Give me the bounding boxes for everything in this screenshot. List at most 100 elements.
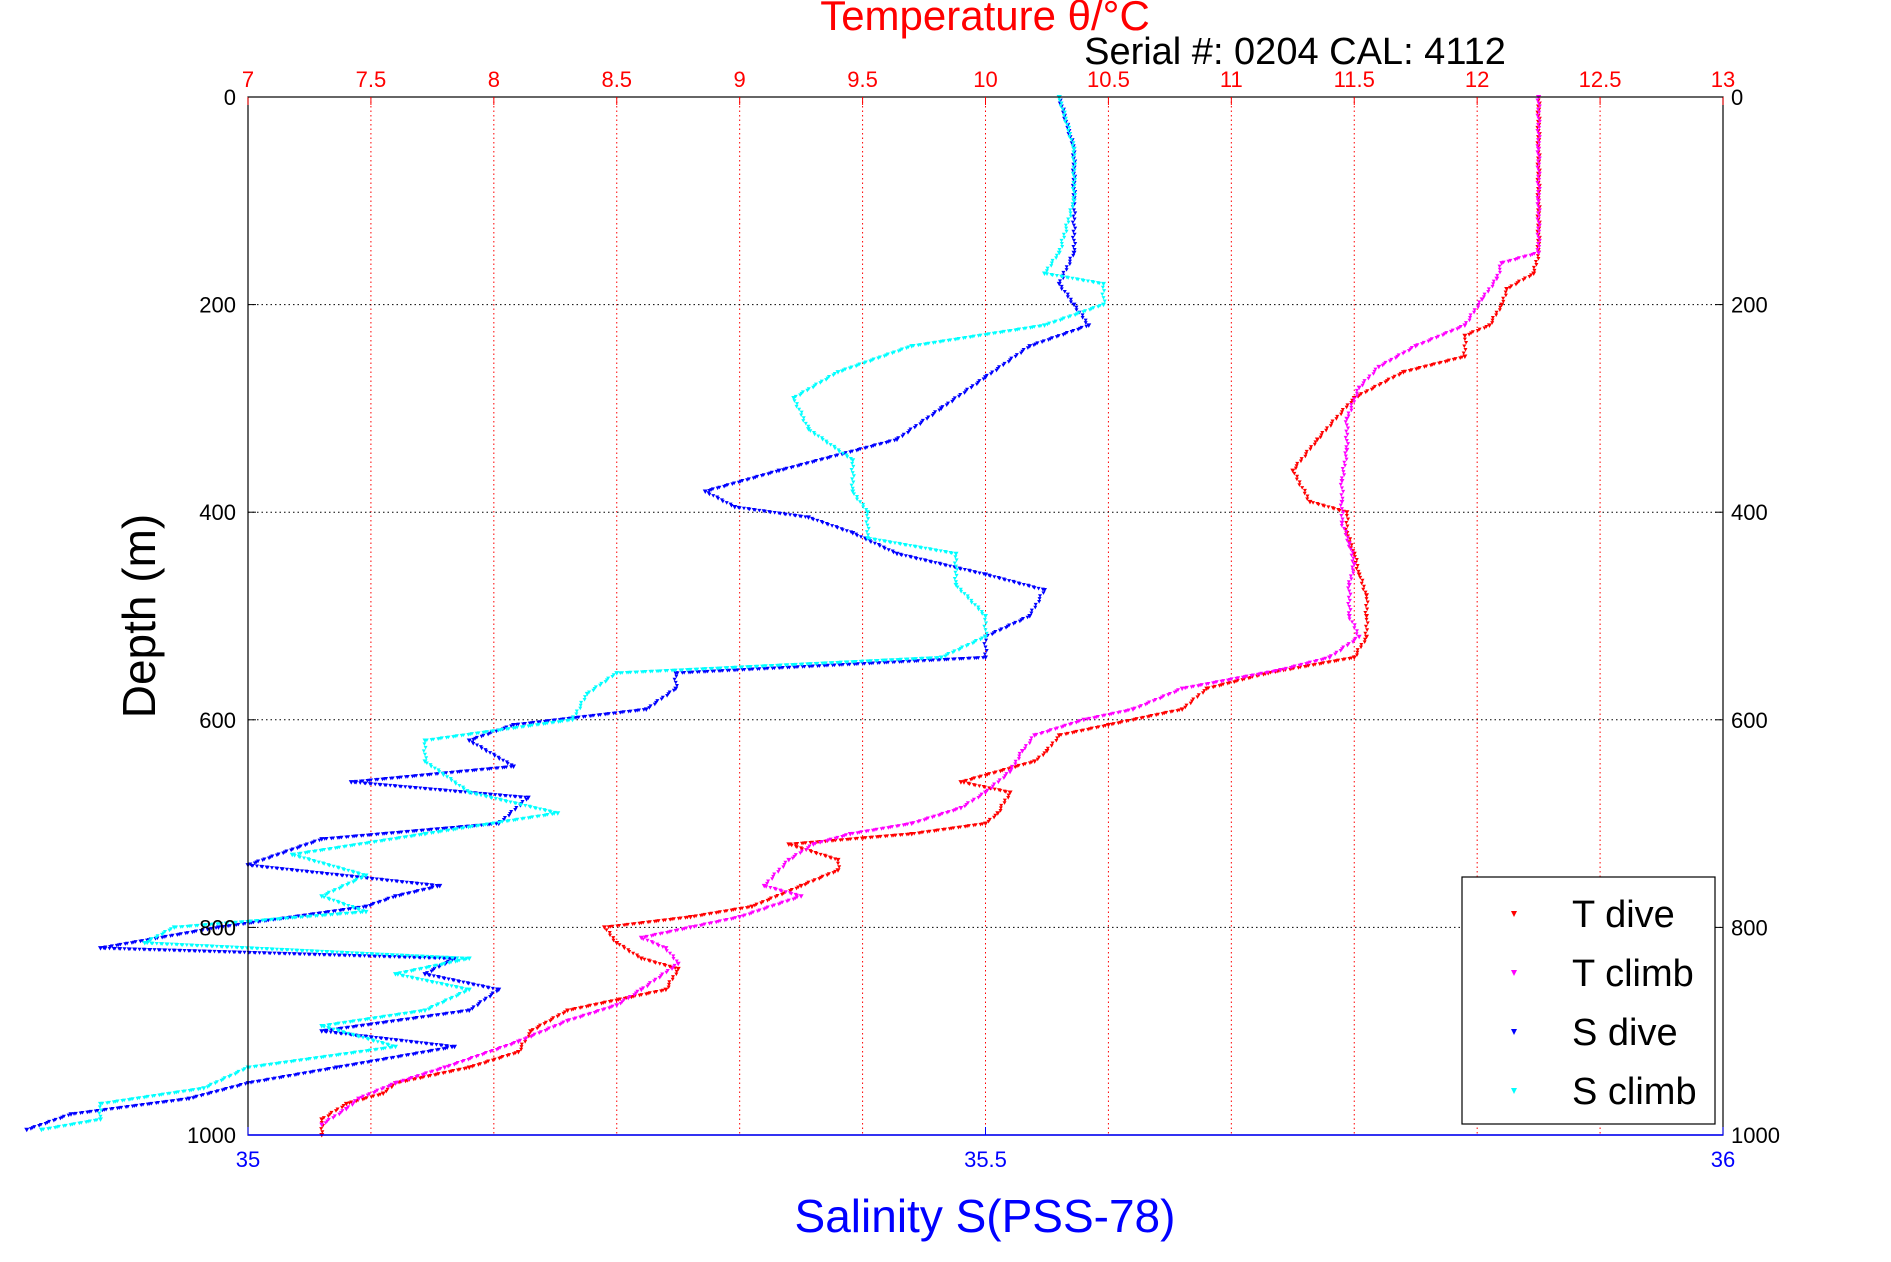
- data-sample: [373, 954, 378, 959]
- data-sample: [165, 942, 170, 947]
- data-sample: [1001, 776, 1006, 780]
- data-sample: [868, 835, 873, 840]
- data-sample: [323, 910, 328, 915]
- data-sample: [423, 745, 428, 750]
- data-sample: [574, 709, 579, 714]
- data-sample: [1139, 704, 1144, 708]
- data-sample: [1349, 543, 1354, 547]
- data-sample: [468, 1056, 473, 1061]
- data-sample: [912, 425, 917, 430]
- data-sample: [496, 821, 501, 825]
- data-point: [1536, 198, 1542, 204]
- data-sample: [742, 913, 747, 918]
- data-sample: [1477, 300, 1482, 305]
- data-sample: [310, 870, 315, 875]
- data-sample: [1371, 372, 1376, 376]
- data-sample: [481, 733, 486, 738]
- data-sample: [1484, 325, 1489, 329]
- data-sample: [1062, 290, 1067, 294]
- data-sample: [626, 709, 631, 714]
- data-point: [515, 1049, 521, 1055]
- data-sample: [875, 661, 880, 665]
- data-sample: [724, 501, 729, 505]
- data-sample: [588, 1011, 593, 1016]
- data-sample: [630, 922, 635, 927]
- data-sample: [241, 1068, 246, 1073]
- data-sample: [285, 948, 290, 952]
- data-sample: [205, 1092, 210, 1096]
- data-sample: [367, 954, 372, 959]
- data-sample: [692, 914, 697, 919]
- data-point: [1356, 385, 1362, 391]
- data-sample: [524, 798, 529, 802]
- data-sample: [408, 785, 413, 790]
- temperature-tick-label: 8.5: [601, 67, 632, 92]
- data-sample: [1338, 649, 1343, 653]
- data-sample: [561, 1020, 566, 1025]
- data-sample: [994, 368, 999, 373]
- data-sample: [1057, 279, 1062, 284]
- data-sample: [1002, 798, 1007, 803]
- data-sample: [1367, 374, 1372, 379]
- data-sample: [401, 1078, 406, 1083]
- data-sample: [1054, 274, 1059, 278]
- data-sample: [971, 823, 976, 828]
- data-sample: [903, 657, 908, 662]
- data-sample: [187, 949, 192, 953]
- data-sample: [818, 458, 823, 462]
- data-sample: [526, 724, 531, 729]
- data-sample: [843, 367, 848, 372]
- data-sample: [369, 782, 374, 786]
- data-sample: [1363, 390, 1368, 395]
- depth-tick-label-left: 1000: [187, 1123, 236, 1148]
- data-sample: [1059, 241, 1064, 246]
- data-sample: [1073, 211, 1078, 216]
- data-sample: [542, 719, 547, 724]
- data-sample: [551, 718, 556, 723]
- data-sample: [466, 733, 471, 737]
- data-sample: [992, 815, 997, 820]
- data-sample: [781, 891, 786, 896]
- data-sample: [1346, 426, 1351, 431]
- data-point: [953, 551, 959, 557]
- data-sample: [1091, 280, 1096, 285]
- data-sample: [1354, 558, 1359, 562]
- data-sample: [435, 884, 440, 889]
- data-sample: [855, 363, 860, 368]
- data-sample: [1535, 150, 1540, 154]
- data-sample: [176, 1098, 181, 1103]
- data-sample: [1350, 568, 1355, 573]
- data-sample: [481, 730, 486, 735]
- data-sample: [811, 517, 816, 522]
- data-sample: [984, 638, 989, 643]
- data-sample: [799, 514, 804, 519]
- data-sample: [411, 1052, 416, 1057]
- data-sample: [403, 775, 408, 779]
- data-sample: [494, 729, 499, 734]
- data-sample: [1533, 259, 1538, 264]
- data-sample: [1352, 400, 1357, 404]
- data-sample: [1305, 494, 1310, 499]
- data-sample: [692, 925, 697, 929]
- data-sample: [680, 671, 685, 675]
- data-sample: [1270, 670, 1275, 674]
- data-sample: [1131, 718, 1136, 723]
- data-sample: [1535, 180, 1540, 185]
- data-sample: [1531, 265, 1536, 270]
- data-sample: [543, 1028, 548, 1033]
- data-point: [938, 655, 944, 661]
- data-sample: [180, 943, 185, 947]
- data-sample: [1063, 723, 1068, 728]
- data-sample: [695, 670, 700, 675]
- data-sample: [627, 950, 632, 954]
- data-sample: [1373, 367, 1378, 372]
- data-point: [348, 780, 354, 785]
- data-sample: [1009, 767, 1014, 772]
- data-point: [1479, 297, 1485, 302]
- data-sample: [759, 901, 764, 905]
- data-sample: [550, 721, 555, 725]
- data-sample: [1363, 631, 1368, 636]
- data-sample: [702, 670, 707, 674]
- data-sample: [1234, 676, 1239, 681]
- data-sample: [741, 914, 746, 919]
